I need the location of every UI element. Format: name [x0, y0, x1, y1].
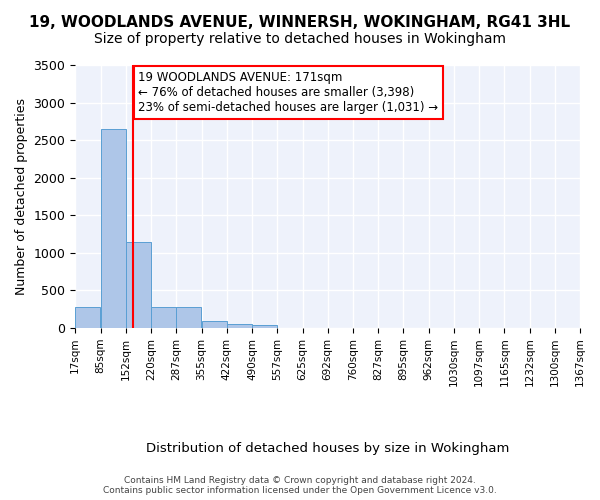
Bar	[101, 129, 126, 328]
Text: Contains HM Land Registry data © Crown copyright and database right 2024.
Contai: Contains HM Land Registry data © Crown c…	[103, 476, 497, 495]
Bar	[227, 324, 252, 328]
Bar	[126, 242, 151, 328]
Y-axis label: Number of detached properties: Number of detached properties	[15, 98, 28, 295]
Bar	[151, 306, 176, 328]
Bar	[176, 306, 201, 328]
Text: 19 WOODLANDS AVENUE: 171sqm
← 76% of detached houses are smaller (3,398)
23% of : 19 WOODLANDS AVENUE: 171sqm ← 76% of det…	[139, 71, 439, 114]
Bar	[202, 321, 227, 328]
Bar	[76, 308, 100, 328]
X-axis label: Distribution of detached houses by size in Wokingham: Distribution of detached houses by size …	[146, 442, 509, 455]
Text: Size of property relative to detached houses in Wokingham: Size of property relative to detached ho…	[94, 32, 506, 46]
Bar	[252, 326, 277, 328]
Text: 19, WOODLANDS AVENUE, WINNERSH, WOKINGHAM, RG41 3HL: 19, WOODLANDS AVENUE, WINNERSH, WOKINGHA…	[29, 15, 571, 30]
